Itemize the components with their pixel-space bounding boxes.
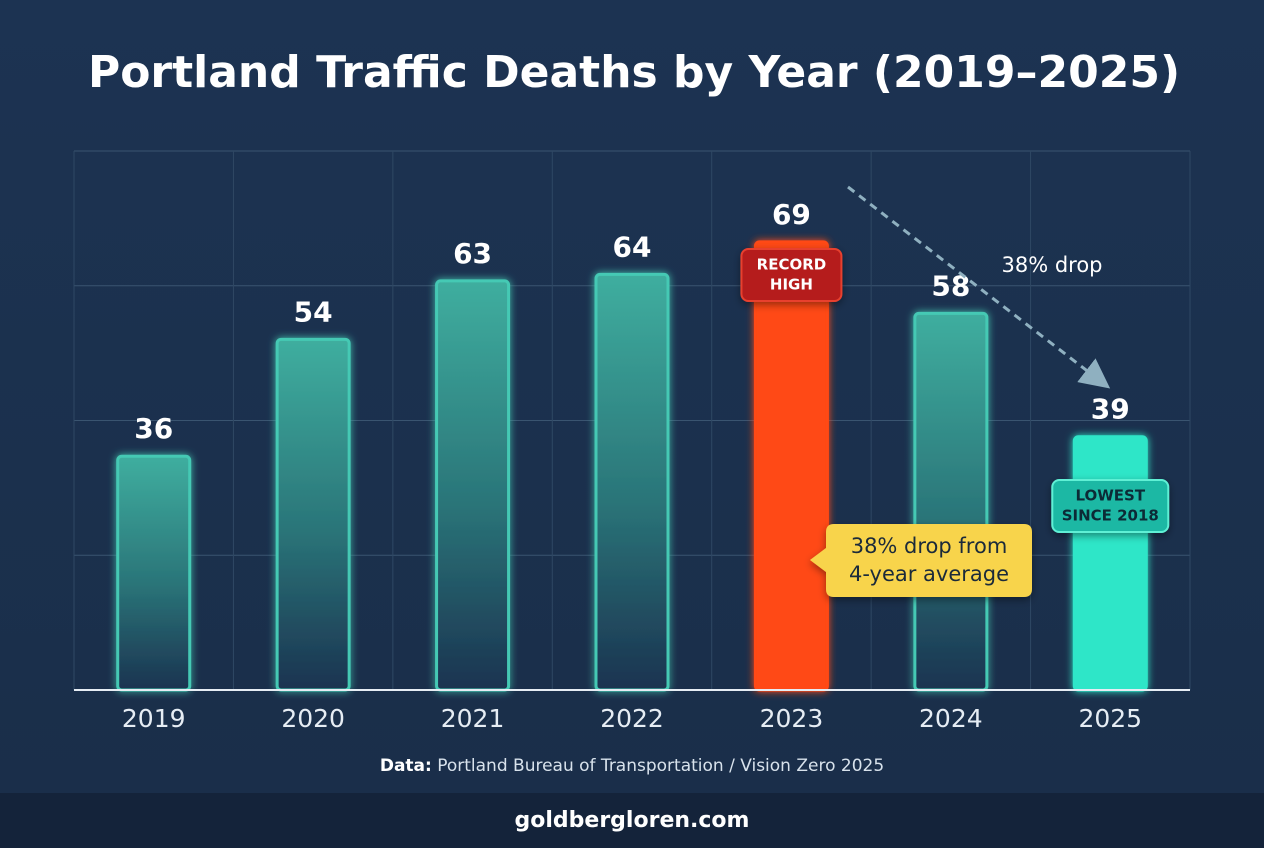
- bar: [913, 311, 989, 692]
- bar: [116, 454, 192, 692]
- value-label: 39: [1091, 393, 1130, 426]
- x-tick-label: 2024: [919, 704, 983, 733]
- badge-text: SINCE 2018: [1062, 507, 1159, 525]
- x-tick-label: 2019: [122, 704, 186, 733]
- value-label: 63: [453, 237, 492, 270]
- value-label: 54: [294, 295, 333, 328]
- x-tick-label: 2022: [600, 704, 664, 733]
- badge-text: LOWEST: [1075, 487, 1145, 505]
- source-label: Data:: [380, 756, 432, 776]
- value-label: 36: [134, 412, 173, 445]
- plot: 2019 36 2020 54 2021 63 2022 64 2023 69 2024 58 2025…: [73, 150, 1191, 733]
- chart-title: Portland Traffic Deaths by Year (2019–20…: [88, 47, 1180, 98]
- callout-text: 38% drop from: [851, 534, 1008, 558]
- badge-text: RECORD: [757, 256, 827, 274]
- arrow-label: 38% drop: [1001, 253, 1102, 277]
- badge-text: HIGH: [770, 276, 813, 294]
- badge: [740, 248, 843, 302]
- bar: [435, 279, 511, 692]
- value-label: 69: [772, 198, 811, 231]
- footer: goldbergloren.com: [515, 808, 750, 833]
- badge: [1051, 479, 1170, 533]
- source: Data: Portland Bureau of Transportation …: [380, 756, 884, 776]
- source-text: Portland Bureau of Transportation / Visi…: [437, 756, 884, 776]
- value-label: 64: [613, 230, 652, 263]
- x-tick-label: 2020: [281, 704, 345, 733]
- bar: [1072, 435, 1148, 692]
- callout-box: [810, 524, 1032, 597]
- footer-band: [0, 793, 1264, 848]
- x-tick-label: 2025: [1078, 704, 1142, 733]
- bar: [275, 337, 351, 692]
- x-tick-label: 2021: [441, 704, 505, 733]
- bar: [753, 240, 829, 692]
- x-tick-label: 2023: [760, 704, 824, 733]
- bar: [594, 272, 670, 692]
- value-label: 58: [931, 269, 970, 302]
- callout-text: 4-year average: [849, 562, 1009, 586]
- trend-arrow: [847, 185, 1111, 389]
